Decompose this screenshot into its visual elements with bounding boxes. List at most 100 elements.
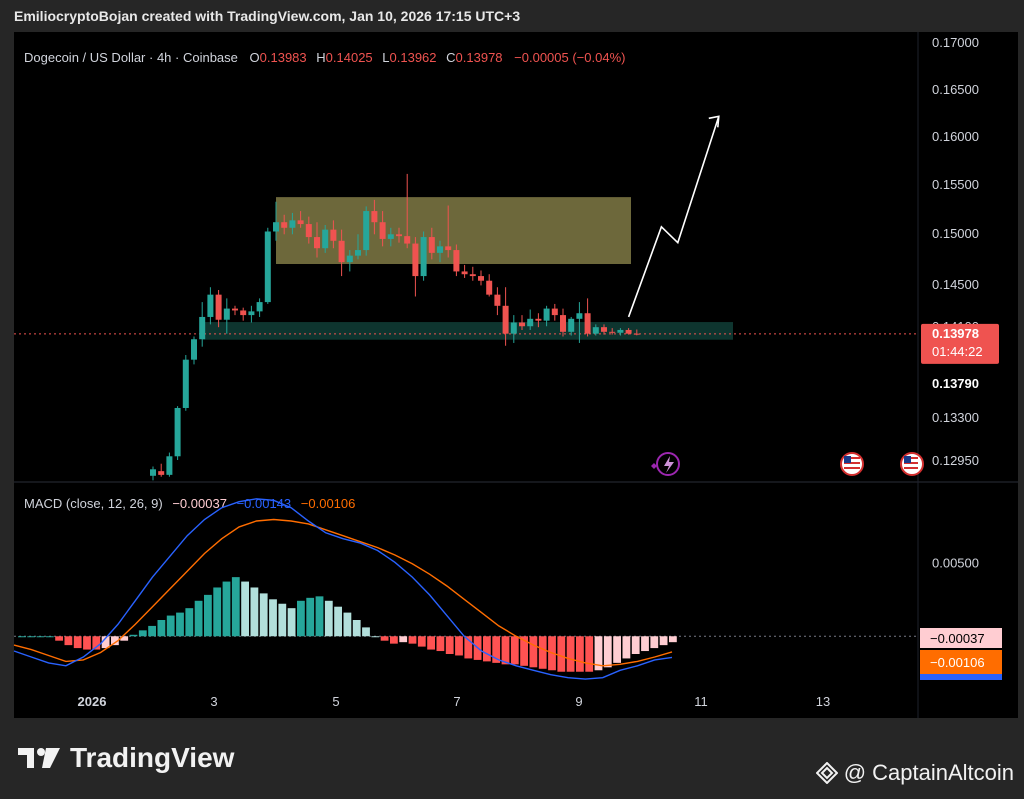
candle-body[interactable] xyxy=(182,359,189,408)
candle-body[interactable] xyxy=(150,469,156,476)
candle-body[interactable] xyxy=(453,250,460,272)
macd-histogram-bar[interactable] xyxy=(380,636,389,641)
macd-histogram-bar[interactable] xyxy=(213,587,222,637)
candle-body[interactable] xyxy=(191,339,197,360)
macd-histogram-bar[interactable] xyxy=(259,593,268,637)
candle-body[interactable] xyxy=(404,236,411,244)
macd-histogram-bar[interactable] xyxy=(538,636,547,669)
macd-histogram-bar[interactable] xyxy=(157,620,166,637)
macd-histogram-bar[interactable] xyxy=(492,636,501,663)
last-price-tag[interactable] xyxy=(921,323,999,364)
candle-body[interactable] xyxy=(158,471,165,475)
candle-body[interactable] xyxy=(223,308,230,320)
lightning-icon[interactable] xyxy=(651,452,680,476)
macd-histogram-bar[interactable] xyxy=(334,606,342,637)
macd-histogram-bar[interactable] xyxy=(315,596,324,637)
macd-signal-line[interactable] xyxy=(13,518,673,667)
macd-histogram-bar[interactable] xyxy=(83,636,91,650)
macd-histogram-bar[interactable] xyxy=(306,597,315,637)
candle-body[interactable] xyxy=(445,246,452,251)
macd-histogram-bar[interactable] xyxy=(371,636,380,638)
macd-histogram-bar[interactable] xyxy=(603,636,612,668)
candle-body[interactable] xyxy=(264,231,271,303)
macd-histogram-bar[interactable] xyxy=(18,636,26,638)
candle-body[interactable] xyxy=(428,237,435,253)
macd-histogram-bar[interactable] xyxy=(73,636,82,649)
macd-histogram-bar[interactable] xyxy=(510,636,519,665)
macd-histogram-bar[interactable] xyxy=(529,636,538,668)
macd-histogram-bar[interactable] xyxy=(436,636,445,652)
macd-histogram-bar[interactable] xyxy=(594,636,603,671)
macd-histogram-bar[interactable] xyxy=(287,608,296,637)
macd-histogram-bar[interactable] xyxy=(231,577,240,637)
candle-body[interactable] xyxy=(576,313,583,319)
candle-body[interactable] xyxy=(322,229,329,249)
macd-histogram-bar[interactable] xyxy=(194,600,203,637)
macd-histogram-bar[interactable] xyxy=(464,636,473,659)
candle-body[interactable] xyxy=(371,211,378,223)
candle-body[interactable] xyxy=(519,322,525,327)
macd-histogram-bar[interactable] xyxy=(631,636,640,654)
macd-histogram-bar[interactable] xyxy=(362,627,370,637)
macd-histogram-bar[interactable] xyxy=(241,581,249,637)
macd-histogram-bar[interactable] xyxy=(269,599,277,637)
candle-body[interactable] xyxy=(330,229,337,241)
candle-body[interactable] xyxy=(199,316,206,340)
macd-histogram-bar[interactable] xyxy=(613,636,621,663)
macd-histogram-bar[interactable] xyxy=(176,612,184,637)
candle-body[interactable] xyxy=(174,407,181,457)
macd-line[interactable] xyxy=(13,498,673,680)
candle-body[interactable] xyxy=(543,308,550,321)
macd-histogram-bar[interactable] xyxy=(36,636,45,638)
candle-body[interactable] xyxy=(625,329,632,334)
support-zone[interactable] xyxy=(203,322,733,340)
macd-histogram-bar[interactable] xyxy=(557,636,566,672)
candle-body[interactable] xyxy=(584,313,591,334)
macd-histogram-bar[interactable] xyxy=(138,630,147,637)
candle-body[interactable] xyxy=(256,302,263,312)
candle-body[interactable] xyxy=(289,220,296,228)
macd-histogram-bar[interactable] xyxy=(166,615,175,637)
macd-histogram-bar[interactable] xyxy=(641,636,649,652)
candle-body[interactable] xyxy=(535,318,542,321)
macd-line-tag[interactable] xyxy=(920,674,1002,680)
candle-body[interactable] xyxy=(527,318,534,327)
candle-body[interactable] xyxy=(166,456,173,475)
macd-histogram-bar[interactable] xyxy=(417,636,426,647)
macd-histogram-bar[interactable] xyxy=(520,636,528,666)
candle-body[interactable] xyxy=(363,211,370,251)
candle-body[interactable] xyxy=(355,250,361,256)
macd-histogram-bar[interactable] xyxy=(129,634,138,637)
macd-histogram-bar[interactable] xyxy=(45,636,54,638)
macd-signal-tag[interactable] xyxy=(920,650,1002,674)
candle-body[interactable] xyxy=(486,280,493,295)
candle-body[interactable] xyxy=(609,331,616,333)
candle-body[interactable] xyxy=(379,222,386,239)
macd-histogram-bar[interactable] xyxy=(343,612,352,637)
chart-frame[interactable] xyxy=(14,32,1018,718)
candle-body[interactable] xyxy=(232,308,238,311)
candle-body[interactable] xyxy=(568,318,575,332)
macd-histogram-bar[interactable] xyxy=(669,636,677,643)
macd-histogram-bar[interactable] xyxy=(455,636,463,656)
macd-histogram-bar[interactable] xyxy=(297,600,305,637)
macd-histogram-bar[interactable] xyxy=(408,636,417,644)
candle-body[interactable] xyxy=(281,222,288,228)
candle-body[interactable] xyxy=(297,220,304,225)
us-flag-icon[interactable] xyxy=(840,452,864,476)
macd-histogram-bar[interactable] xyxy=(250,587,259,637)
macd-histogram-bar[interactable] xyxy=(204,594,212,637)
macd-histogram-bar[interactable] xyxy=(399,636,408,643)
candle-body[interactable] xyxy=(387,234,394,239)
candle-body[interactable] xyxy=(215,294,222,320)
candle-body[interactable] xyxy=(551,308,558,316)
candle-body[interactable] xyxy=(314,237,320,249)
macd-histogram-bar[interactable] xyxy=(659,636,668,646)
macd-histogram-bar[interactable] xyxy=(111,636,119,646)
macd-histogram-bar[interactable] xyxy=(483,636,491,662)
macd-histogram-bar[interactable] xyxy=(148,625,156,637)
candle-body[interactable] xyxy=(633,333,640,335)
macd-histogram-bar[interactable] xyxy=(324,600,333,637)
macd-histogram-bar[interactable] xyxy=(585,636,594,672)
candle-body[interactable] xyxy=(338,240,345,263)
